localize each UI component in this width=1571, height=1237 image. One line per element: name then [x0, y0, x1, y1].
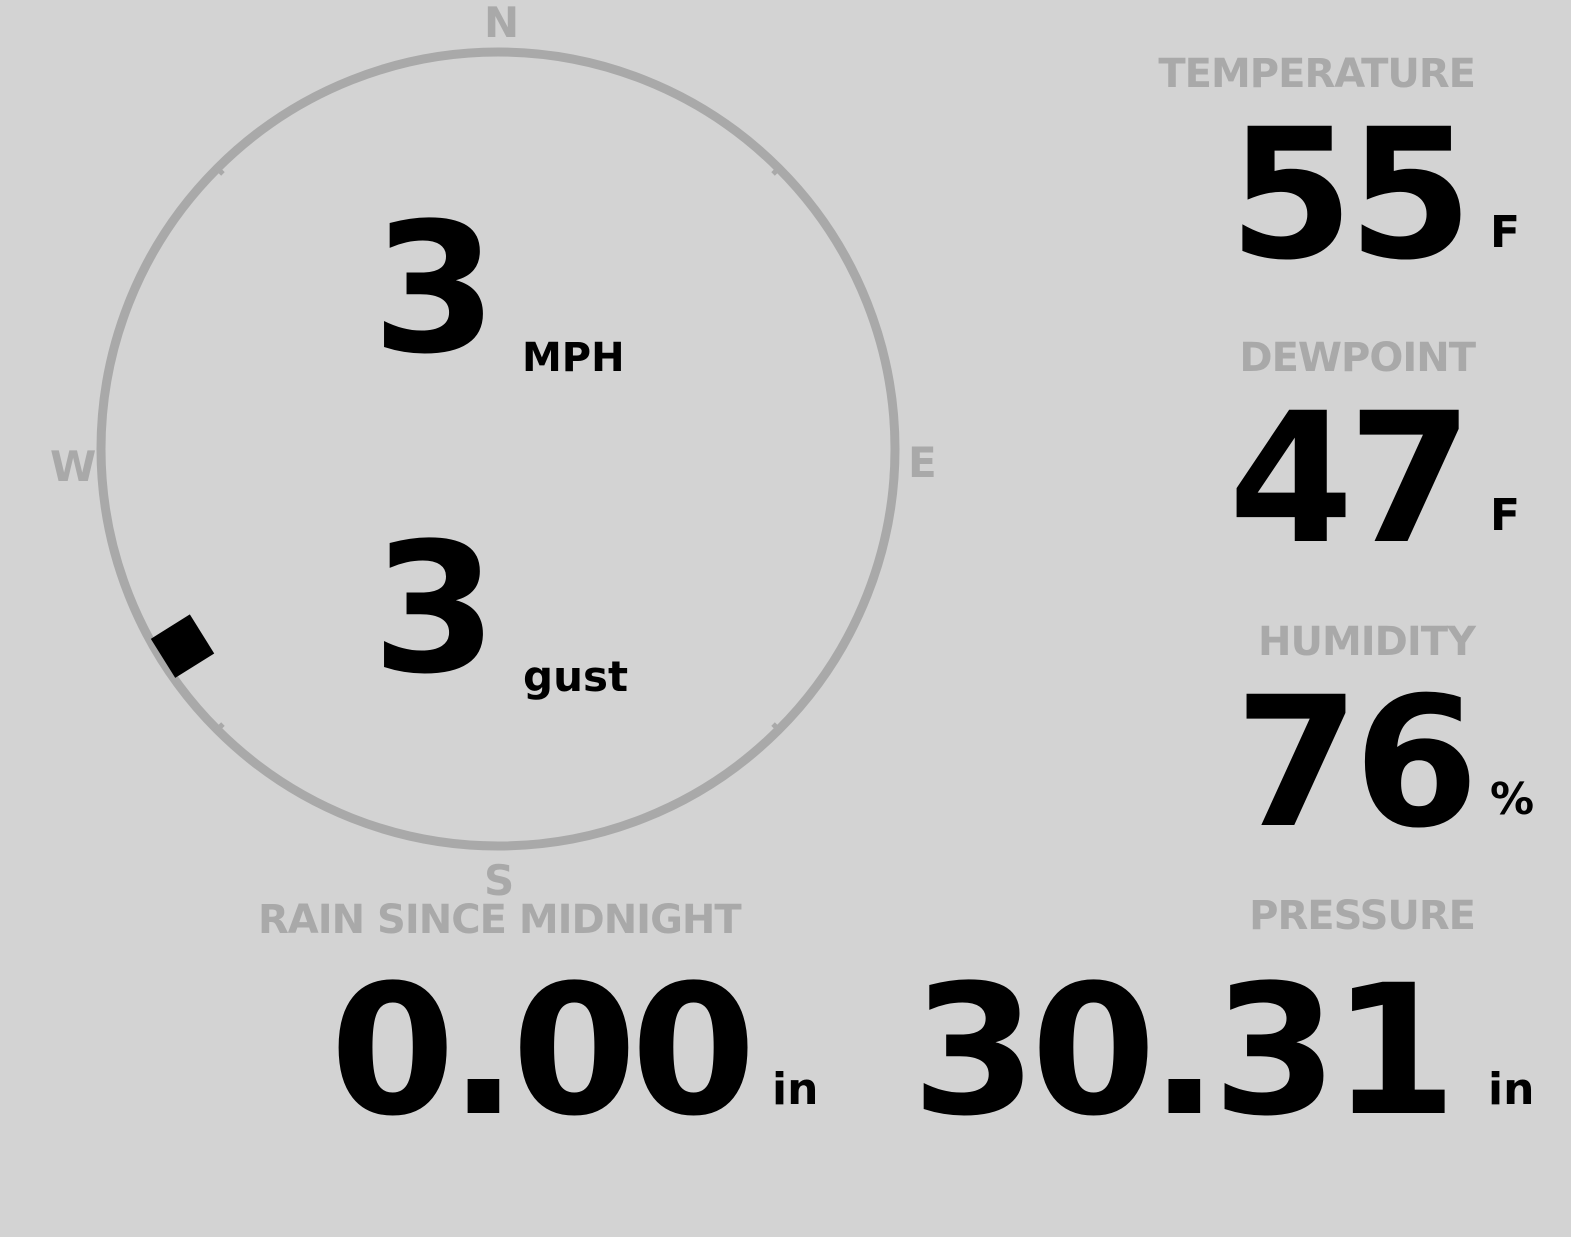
humidity-value: 76 [1234, 659, 1479, 868]
wind-speed-value: 3 [372, 185, 497, 394]
compass-south-label: S [484, 856, 515, 905]
compass-tick [771, 722, 784, 735]
dewpoint-unit: F [1490, 490, 1521, 541]
compass-ring [96, 47, 900, 851]
temperature-unit: F [1490, 207, 1521, 258]
pressure-unit: in [1488, 1064, 1535, 1115]
pressure-value: 30.31 [911, 947, 1457, 1156]
dewpoint-value: 47 [1228, 375, 1473, 584]
temperature-label: TEMPERATURE [1158, 51, 1476, 97]
compass-west-label: W [50, 442, 97, 491]
rain-unit: in [772, 1064, 819, 1115]
compass-north-label: N [484, 0, 520, 47]
wind-speed-unit: MPH [522, 335, 625, 381]
humidity-label: HUMIDITY [1258, 619, 1476, 665]
wind-gust-value: 3 [372, 505, 497, 714]
humidity-unit: % [1490, 774, 1535, 825]
compass-ticks [212, 163, 784, 735]
wind-direction-marker [150, 614, 215, 678]
compass-tick [771, 163, 784, 176]
wind-gust-unit: gust [523, 652, 629, 701]
compass-tick [212, 722, 225, 735]
rain-value: 0.00 [330, 947, 756, 1156]
wind-compass [96, 47, 900, 851]
temperature-value: 55 [1228, 91, 1473, 300]
compass-tick [212, 163, 225, 176]
dewpoint-label: DEWPOINT [1239, 335, 1476, 381]
compass-east-label: E [908, 438, 937, 487]
pressure-label: PRESSURE [1249, 893, 1476, 939]
rain-label: RAIN SINCE MIDNIGHT [258, 897, 742, 943]
